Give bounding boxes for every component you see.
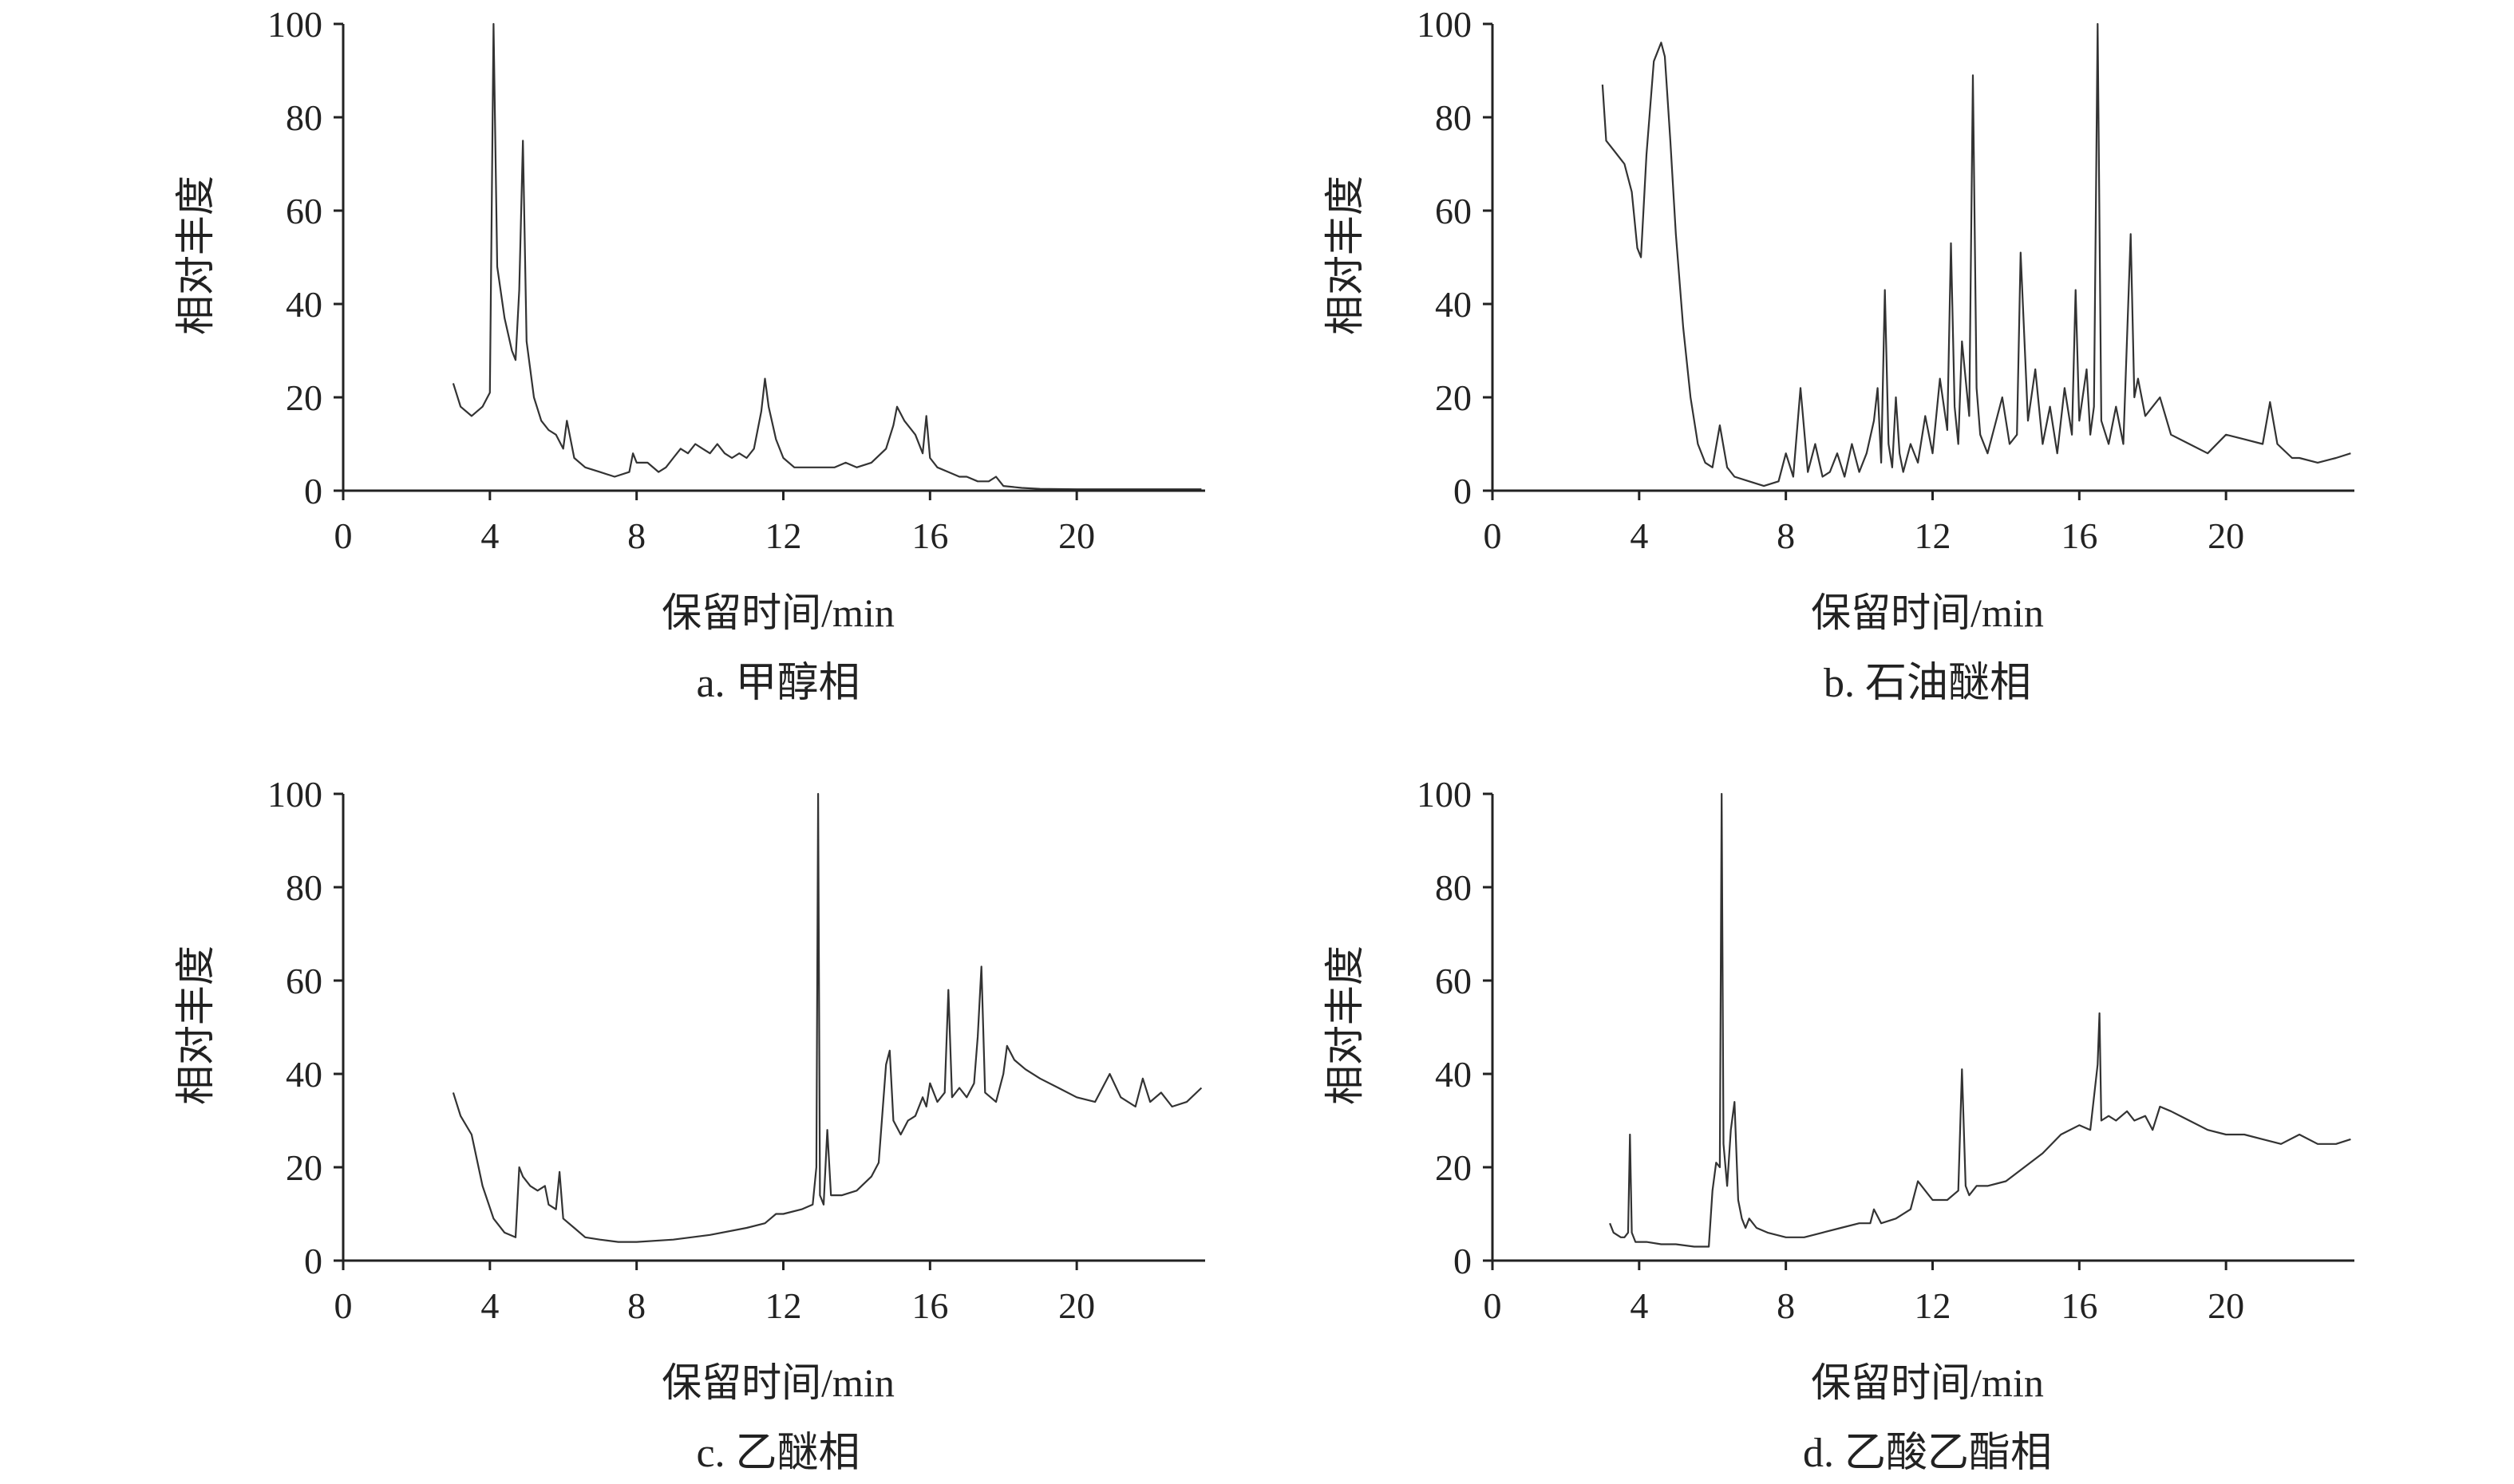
x-axis-title-a: 保留时间/min <box>662 590 895 635</box>
y-tick-label-b-5: 100 <box>1417 4 1472 45</box>
x-tick-label-c-5: 20 <box>1058 1285 1095 1326</box>
x-tick-label-c-0: 0 <box>334 1285 353 1326</box>
tick-layer-d: 0 20 40 60 80 100 0 4 8 12 16 20 <box>1417 774 2244 1326</box>
y-tick-label-d-4: 80 <box>1435 867 1472 908</box>
y-tick-label-a-3: 60 <box>286 191 322 231</box>
tick-layer-b: 0 20 40 60 80 100 0 4 8 12 16 20 <box>1417 4 2244 556</box>
y-tick-label-a-2: 40 <box>286 284 322 325</box>
x-tick-label-b-2: 8 <box>1777 515 1795 556</box>
y-axis-title-c: 相对丰度 <box>173 945 218 1105</box>
y-tick-label-c-5: 100 <box>267 774 322 815</box>
y-tick-label-c-3: 60 <box>286 961 322 1001</box>
x-tick-label-b-1: 4 <box>1630 515 1648 556</box>
y-tick-label-c-2: 40 <box>286 1054 322 1095</box>
y-axis-title-d: 相对丰度 <box>1322 945 1367 1105</box>
y-tick-label-d-3: 60 <box>1435 961 1472 1001</box>
x-tick-label-a-4: 16 <box>911 515 948 556</box>
x-axis-title-b: 保留时间/min <box>1811 590 2044 635</box>
y-tick-label-d-5: 100 <box>1417 774 1472 815</box>
x-axis-title-d: 保留时间/min <box>1811 1360 2044 1405</box>
y-tick-label-b-1: 20 <box>1435 377 1472 418</box>
chart-panel-a: 0 20 40 60 80 100 0 4 8 12 16 20 相对丰度 保留时间/min a. 甲… <box>173 4 1205 706</box>
y-tick-label-d-1: 20 <box>1435 1147 1472 1188</box>
x-tick-label-a-2: 8 <box>627 515 646 556</box>
x-tick-label-b-4: 16 <box>2061 515 2097 556</box>
y-tick-label-a-5: 100 <box>267 4 322 45</box>
chart-panel-c: 0 20 40 60 80 100 0 4 8 12 16 20 相对丰度 保留时间/min c. 乙… <box>173 774 1205 1476</box>
x-tick-label-b-5: 20 <box>2208 515 2244 556</box>
x-tick-label-d-2: 8 <box>1777 1285 1795 1326</box>
y-tick-label-b-2: 40 <box>1435 284 1472 325</box>
x-tick-label-a-3: 12 <box>765 515 801 556</box>
trace-line-d <box>1609 792 2351 1248</box>
caption-d: d. 乙酸乙酯相 <box>1803 1431 2052 1476</box>
x-tick-label-d-0: 0 <box>1484 1285 1502 1326</box>
y-tick-label-a-4: 80 <box>286 97 322 138</box>
y-tick-label-a-0: 0 <box>304 471 322 511</box>
trace-line-b <box>1601 22 2351 487</box>
chart-panel-d: 0 20 40 60 80 100 0 4 8 12 16 20 相对丰度 保留时间/min d. 乙… <box>1322 774 2354 1476</box>
x-tick-label-a-1: 4 <box>480 515 499 556</box>
caption-a: a. 甲醇相 <box>696 661 860 706</box>
y-axis-title-a: 相对丰度 <box>173 176 218 335</box>
chart-panel-b: 0 20 40 60 80 100 0 4 8 12 16 20 相对丰度 保留时间/min b. 石… <box>1322 4 2354 706</box>
x-tick-label-d-3: 12 <box>1914 1285 1951 1326</box>
x-tick-label-c-4: 16 <box>911 1285 948 1326</box>
x-tick-label-c-3: 12 <box>765 1285 801 1326</box>
y-axis-title-b: 相对丰度 <box>1322 176 1367 335</box>
trace-line-c <box>452 792 1203 1243</box>
x-tick-label-d-5: 20 <box>2208 1285 2244 1326</box>
x-tick-label-b-0: 0 <box>1484 515 1502 556</box>
x-tick-label-a-5: 20 <box>1058 515 1095 556</box>
y-tick-label-b-4: 80 <box>1435 97 1472 138</box>
x-axis-title-c: 保留时间/min <box>662 1360 895 1405</box>
y-tick-label-a-1: 20 <box>286 377 322 418</box>
y-tick-label-c-1: 20 <box>286 1147 322 1188</box>
y-tick-label-d-0: 0 <box>1453 1241 1472 1281</box>
trace-line-a <box>452 22 1202 491</box>
x-tick-label-c-1: 4 <box>480 1285 499 1326</box>
x-tick-label-d-4: 16 <box>2061 1285 2097 1326</box>
y-tick-label-b-0: 0 <box>1453 471 1472 511</box>
x-tick-label-c-2: 8 <box>627 1285 646 1326</box>
y-tick-label-d-2: 40 <box>1435 1054 1472 1095</box>
y-tick-label-b-3: 60 <box>1435 191 1472 231</box>
caption-b: b. 石油醚相 <box>1824 661 2031 706</box>
tick-layer-c: 0 20 40 60 80 100 0 4 8 12 16 20 <box>267 774 1095 1326</box>
caption-c: c. 乙醚相 <box>696 1431 860 1476</box>
x-tick-label-d-1: 4 <box>1630 1285 1648 1326</box>
tick-layer-a: 0 20 40 60 80 100 0 4 8 12 16 20 <box>267 4 1095 556</box>
x-tick-label-a-0: 0 <box>334 515 353 556</box>
x-tick-label-b-3: 12 <box>1914 515 1951 556</box>
y-tick-label-c-4: 80 <box>286 867 322 908</box>
y-tick-label-c-0: 0 <box>304 1241 322 1281</box>
